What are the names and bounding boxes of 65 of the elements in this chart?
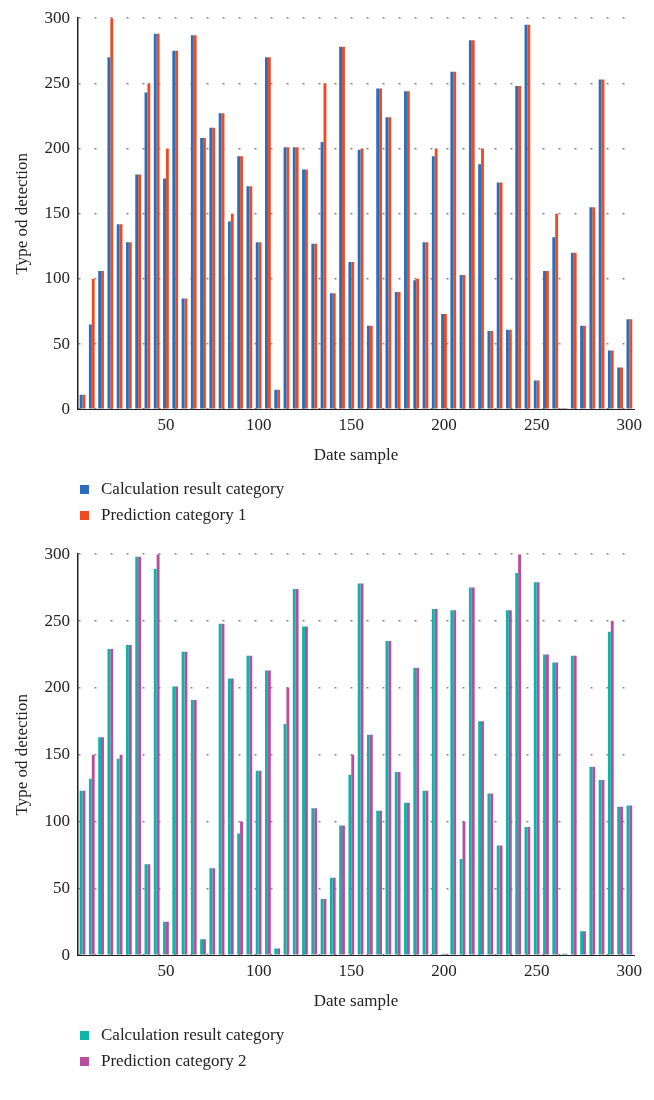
bar — [431, 156, 435, 409]
bar — [107, 57, 111, 409]
y-tick-label: 50 — [52, 333, 70, 353]
y-tick-label: 250 — [44, 610, 70, 630]
x-tick-label: 250 — [523, 960, 550, 980]
bar — [156, 554, 160, 955]
bar — [459, 858, 463, 955]
bar — [116, 758, 120, 955]
bar — [552, 237, 556, 409]
bar — [110, 18, 114, 409]
y-axis-title: Type od detection — [11, 693, 31, 816]
x-axis-title: Date sample — [313, 991, 399, 1011]
x-tick-label: 50 — [157, 414, 175, 434]
y-tick-label: 150 — [44, 203, 70, 223]
bar — [348, 774, 352, 955]
x-tick-label: 100 — [245, 414, 272, 434]
bar — [481, 148, 484, 409]
y-tick-label: 200 — [44, 677, 70, 697]
x-tick-label: 50 — [157, 960, 175, 980]
bar — [165, 148, 169, 409]
x-tick-label: 150 — [338, 414, 365, 434]
y-tick-label: 50 — [52, 877, 70, 897]
bar — [88, 324, 92, 409]
y-tick-label: 100 — [44, 811, 70, 830]
y-tick-label: 150 — [44, 744, 70, 764]
bar — [434, 148, 438, 409]
bar — [555, 213, 559, 409]
bar — [163, 178, 166, 409]
bar — [91, 278, 95, 409]
bar — [230, 213, 234, 409]
bar — [227, 221, 231, 409]
x-axis-title: Date sample — [313, 445, 399, 465]
bar — [91, 754, 95, 955]
x-tick-label: 300 — [616, 414, 643, 434]
legend-label: Prediction category 2 — [101, 1051, 247, 1071]
bar — [515, 572, 519, 955]
legend-label: Calculation result category — [101, 479, 285, 499]
y-tick-label: 0 — [61, 398, 70, 418]
bar — [147, 83, 151, 409]
x-tick-label: 200 — [431, 960, 457, 980]
y-tick-label: 250 — [44, 72, 70, 92]
bar — [320, 142, 324, 409]
bar — [610, 621, 614, 955]
x-tick-label: 250 — [523, 414, 550, 434]
x-tick-label: 150 — [338, 960, 365, 980]
y-tick-label: 100 — [44, 268, 70, 288]
y-tick-label: 200 — [44, 138, 70, 157]
bar — [351, 754, 355, 955]
y-axis-title: Type od detection — [11, 152, 31, 275]
bar — [240, 821, 243, 955]
bar — [518, 554, 522, 955]
x-tick-label: 300 — [616, 960, 643, 980]
bar — [88, 778, 92, 955]
legend-label: Calculation result category — [101, 1025, 285, 1045]
bar — [153, 568, 157, 955]
bar — [237, 833, 241, 955]
y-tick-label: 300 — [44, 7, 70, 27]
bar — [478, 164, 482, 409]
bar — [286, 687, 290, 955]
legend-label: Prediction category 1 — [101, 505, 247, 525]
x-tick-label: 200 — [431, 414, 457, 434]
bar — [607, 631, 611, 955]
y-tick-label: 300 — [44, 543, 70, 563]
x-tick-label: 100 — [245, 960, 272, 980]
y-tick-label: 0 — [61, 944, 70, 964]
